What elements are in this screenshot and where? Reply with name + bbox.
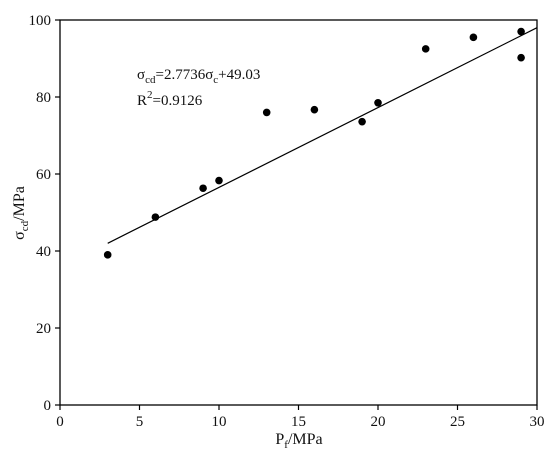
- y-tick-label: 20: [36, 321, 51, 337]
- data-points: [103, 27, 525, 259]
- y-tick-label: 0: [44, 398, 52, 414]
- x-axis-label-subscript: f: [284, 439, 288, 451]
- equation-lhs-subscript: cd: [145, 74, 156, 86]
- x-axis-label-main: P: [275, 431, 284, 448]
- y-axis-label: σcd/MPa: [11, 186, 31, 240]
- data-point: [103, 251, 112, 259]
- x-tick-label: 0: [56, 414, 64, 430]
- data-point: [517, 53, 525, 62]
- x-tick-label: 10: [212, 414, 227, 430]
- r-squared-label: R2=0.9126: [137, 89, 203, 109]
- data-point: [517, 27, 525, 36]
- x-tick-label: 15: [291, 414, 306, 430]
- x-tick-label: 25: [450, 414, 465, 430]
- y-tick-label: 60: [36, 167, 51, 183]
- fit-line-group: [107, 27, 538, 244]
- axes: [59, 19, 538, 406]
- r2-main: R: [137, 93, 147, 109]
- y-tick-label: 40: [36, 244, 51, 260]
- regression-equation: σcd=2.7736σc+49.03: [137, 67, 260, 86]
- plot-frame: [59, 19, 538, 406]
- data-point: [310, 105, 319, 114]
- x-axis-ticks: 0 5 10 15 20 25 30: [56, 405, 545, 430]
- data-point: [199, 184, 207, 193]
- fit-line: [107, 27, 538, 244]
- x-axis-label: Pf/MPa: [275, 431, 322, 451]
- data-point: [469, 33, 478, 42]
- r2-value: =0.9126: [153, 93, 203, 109]
- equation-rhs: +49.03: [218, 67, 260, 83]
- data-point: [215, 176, 223, 185]
- y-axis-label-subscript: cd: [19, 220, 31, 231]
- y-axis-label-main: σ: [11, 231, 28, 240]
- equation-rhs-subscript: c: [213, 74, 218, 86]
- data-point: [358, 117, 366, 126]
- y-axis-label-rest: /MPa: [11, 186, 28, 221]
- x-tick-label: 5: [136, 414, 144, 430]
- y-axis-ticks: 0 20 40 60 80 100: [29, 13, 60, 414]
- equation-lhs: σ: [137, 67, 145, 83]
- data-point: [262, 108, 271, 117]
- r2-superscript: 2: [147, 89, 153, 101]
- data-point: [151, 213, 160, 221]
- data-point: [374, 98, 382, 107]
- y-tick-label: 80: [36, 90, 51, 106]
- y-tick-label: 100: [29, 13, 52, 29]
- equation-mid: =2.7736σ: [155, 67, 213, 83]
- x-tick-label: 20: [371, 414, 386, 430]
- data-point: [421, 45, 430, 53]
- x-axis-label-rest: /MPa: [288, 431, 323, 448]
- x-tick-label: 30: [530, 414, 545, 430]
